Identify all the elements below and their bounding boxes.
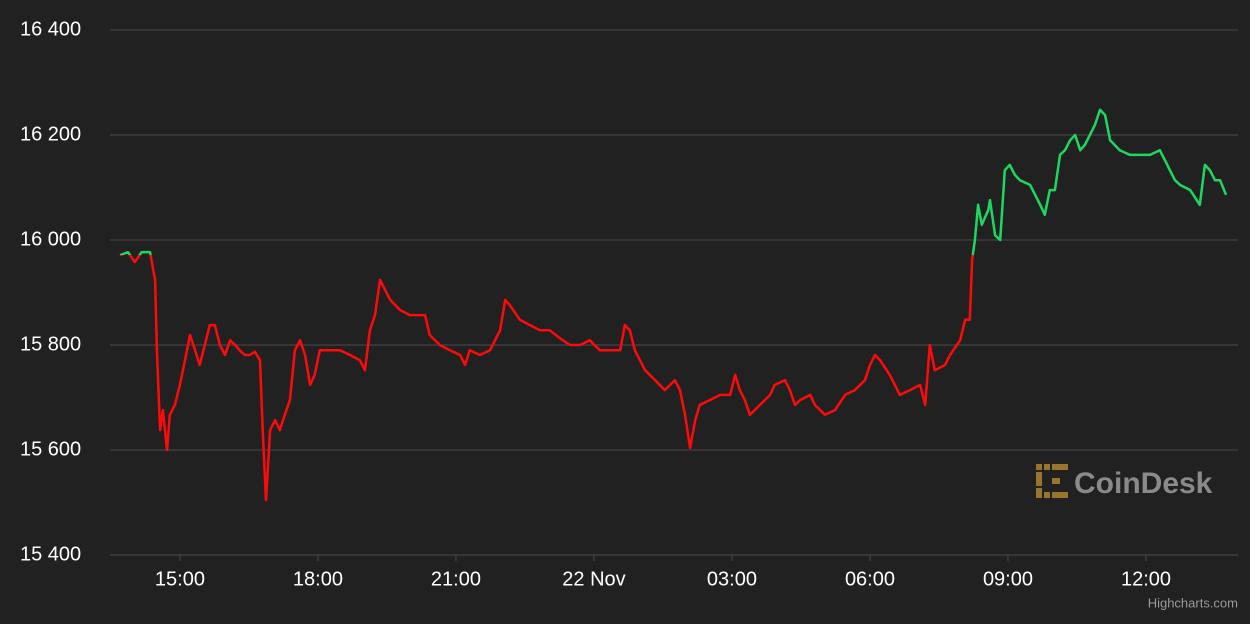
y-tick-label: 15 400 <box>20 543 81 565</box>
y-tick-label: 15 800 <box>20 333 81 355</box>
x-tick-label: 06:00 <box>845 568 895 590</box>
watermark-logo <box>1036 464 1068 498</box>
x-tick-label: 09:00 <box>983 568 1033 590</box>
y-tick-label: 16 000 <box>20 228 81 250</box>
watermark: CoinDesk <box>1074 467 1213 500</box>
x-tick-label: 03:00 <box>707 568 757 590</box>
x-tick-label: 21:00 <box>431 568 481 590</box>
y-tick-label: 16 200 <box>20 123 81 145</box>
x-tick-label: 22 Nov <box>562 568 625 590</box>
y-tick-label: 15 600 <box>20 438 81 460</box>
x-tick-label: 12:00 <box>1121 568 1171 590</box>
x-tick-label: 18:00 <box>293 568 343 590</box>
price-line <box>119 108 1228 502</box>
y-tick-label: 16 400 <box>20 18 81 40</box>
x-tick-label: 15:00 <box>155 568 205 590</box>
credits: Highcharts.com <box>1148 595 1238 610</box>
